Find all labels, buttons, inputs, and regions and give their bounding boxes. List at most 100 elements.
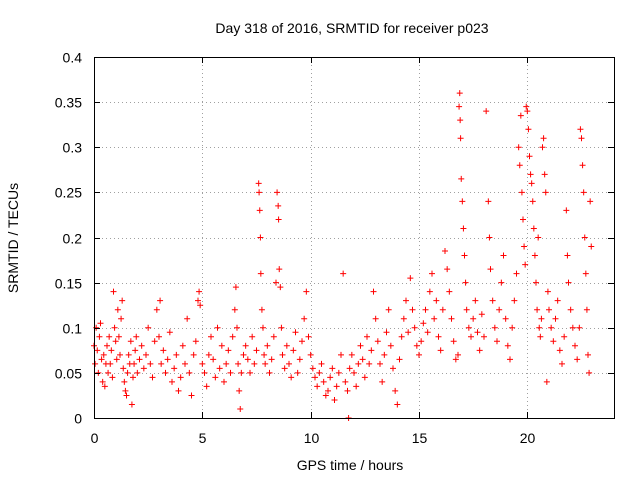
data-point <box>485 198 492 205</box>
data-point <box>353 383 360 390</box>
data-point <box>582 270 589 277</box>
data-point <box>234 324 240 331</box>
data-point <box>255 180 262 187</box>
data-point <box>92 360 99 367</box>
data-point <box>537 333 544 340</box>
data-point <box>145 324 152 331</box>
data-point <box>257 234 264 241</box>
data-point <box>118 315 125 322</box>
data-point <box>157 297 164 304</box>
data-point <box>197 302 204 309</box>
data-point <box>105 369 112 376</box>
data-point <box>377 360 383 367</box>
data-point <box>133 333 140 340</box>
data-point <box>275 216 282 223</box>
data-point <box>525 126 532 133</box>
data-point <box>309 365 316 372</box>
data-point <box>416 351 422 358</box>
x-tick-label: 10 <box>304 430 320 446</box>
data-point <box>173 351 180 358</box>
data-point <box>444 266 451 273</box>
data-point <box>405 329 412 336</box>
data-point <box>462 279 469 286</box>
data-point <box>214 324 221 331</box>
data-point <box>342 378 349 385</box>
data-point <box>424 329 431 336</box>
data-point <box>110 288 117 295</box>
data-point <box>500 252 507 259</box>
data-point <box>114 306 121 313</box>
data-point <box>536 324 543 331</box>
data-point <box>262 360 269 367</box>
y-tick-label: 0.35 <box>55 95 82 111</box>
data-point <box>322 392 329 399</box>
data-point <box>409 306 416 313</box>
x-tick-label: 5 <box>199 430 207 446</box>
data-point <box>179 342 186 349</box>
data-point <box>418 338 425 345</box>
data-point <box>199 360 206 367</box>
data-point <box>457 117 464 124</box>
data-point <box>504 342 511 349</box>
data-point <box>517 112 524 119</box>
data-point <box>296 356 303 363</box>
data-point <box>357 342 364 349</box>
data-point <box>515 144 522 151</box>
data-point <box>260 324 266 331</box>
data-point <box>563 207 570 214</box>
data-point <box>218 342 225 349</box>
data-point <box>538 315 545 322</box>
data-point <box>238 369 245 376</box>
data-point <box>225 347 232 354</box>
data-point <box>446 288 453 295</box>
data-point <box>147 360 154 367</box>
data-point <box>540 135 547 142</box>
points-layer <box>91 90 595 421</box>
data-point <box>292 329 299 336</box>
data-point <box>574 356 581 363</box>
x-axis-label: GPS time / hours <box>297 457 404 473</box>
data-point <box>237 405 244 412</box>
data-point <box>431 315 438 322</box>
x-tick-label: 20 <box>520 430 536 446</box>
data-point <box>276 266 283 273</box>
data-point <box>113 356 120 363</box>
data-point <box>249 333 256 340</box>
data-point <box>523 103 530 110</box>
data-point <box>456 90 463 97</box>
data-point <box>273 279 279 286</box>
data-point <box>569 324 576 331</box>
data-point <box>329 365 336 372</box>
data-point <box>533 279 539 286</box>
data-point <box>177 374 184 381</box>
data-point <box>121 378 128 385</box>
data-point <box>559 360 565 367</box>
data-point <box>192 338 199 345</box>
data-point <box>130 374 136 381</box>
data-point <box>97 320 104 327</box>
data-point <box>171 365 178 372</box>
data-point <box>381 351 388 358</box>
data-point <box>266 369 273 376</box>
data-point <box>240 351 247 358</box>
data-point <box>283 342 290 349</box>
data-point <box>107 360 114 367</box>
data-point <box>494 338 500 345</box>
data-point <box>543 378 550 385</box>
data-point <box>208 333 214 340</box>
x-tick-label: 15 <box>412 430 428 446</box>
data-point <box>437 347 444 354</box>
data-point <box>303 288 310 295</box>
data-point <box>368 347 375 354</box>
data-point <box>390 365 396 372</box>
data-point <box>229 333 236 340</box>
data-point <box>106 333 113 340</box>
data-point <box>164 356 171 363</box>
data-point <box>162 369 169 376</box>
data-point <box>216 365 223 372</box>
data-point <box>385 306 392 313</box>
data-point <box>134 369 141 376</box>
data-point <box>435 333 442 340</box>
data-point <box>554 297 561 304</box>
data-point <box>474 329 481 336</box>
